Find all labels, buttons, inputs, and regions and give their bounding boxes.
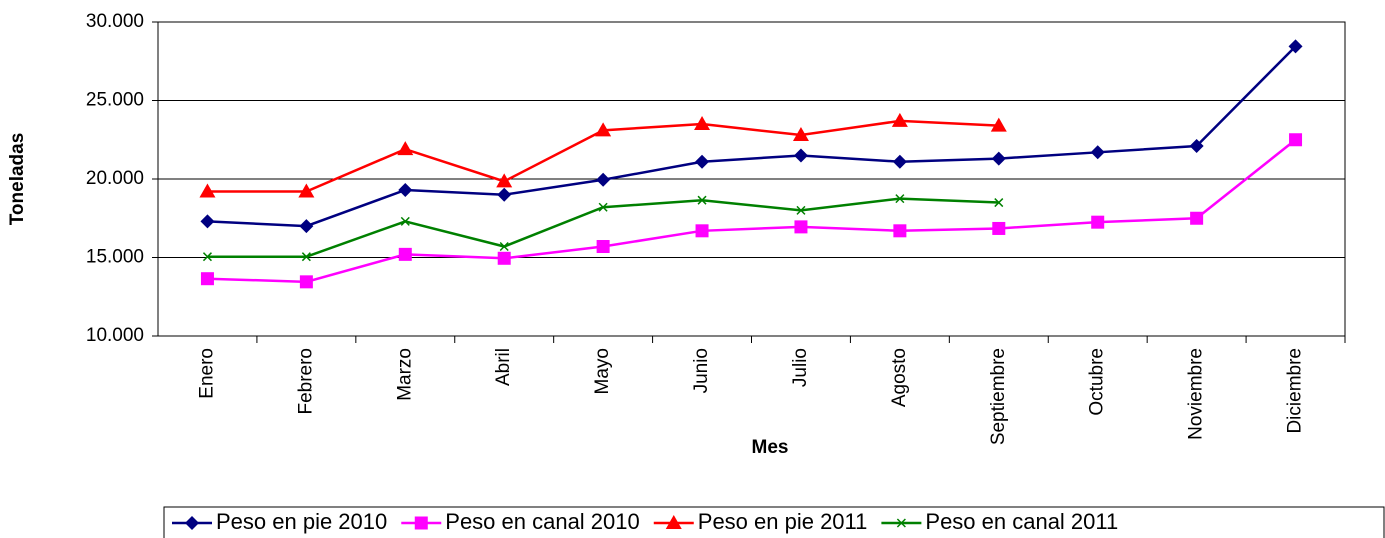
y-tick-label: 20.000	[86, 168, 144, 189]
y-axis-label: Toneladas	[7, 133, 28, 226]
x-tick-label: Septiembre	[988, 348, 1009, 445]
marker	[301, 252, 311, 262]
x-tick-label: Junio	[691, 348, 712, 393]
x-tick-label: Agosto	[889, 348, 910, 407]
marker	[990, 117, 1007, 132]
marker	[697, 195, 707, 205]
marker	[893, 224, 907, 238]
marker	[695, 154, 710, 169]
marker	[991, 151, 1006, 166]
marker	[1190, 211, 1204, 225]
series-line	[207, 138, 1297, 284]
marker	[499, 241, 509, 252]
marker	[200, 272, 214, 286]
x-tick-label: Enero	[196, 348, 217, 399]
y-tick-label: 30.000	[86, 11, 144, 32]
marker	[695, 224, 709, 238]
marker	[792, 127, 809, 142]
series-line	[207, 45, 1297, 228]
legend-label: Peso en pie 2011	[698, 509, 868, 534]
marker	[1189, 139, 1204, 154]
marker	[598, 202, 608, 212]
marker	[400, 216, 410, 226]
marker	[497, 251, 511, 265]
marker	[299, 275, 313, 289]
marker	[298, 183, 315, 198]
marker	[200, 214, 215, 229]
marker	[891, 112, 908, 127]
marker	[1288, 39, 1303, 54]
marker	[694, 116, 711, 131]
legend-label: Peso en pie 2010	[216, 509, 387, 534]
marker	[398, 247, 412, 261]
y-tick-label: 25.000	[86, 90, 144, 111]
marker	[398, 182, 413, 197]
marker	[596, 240, 610, 254]
x-tick-label: Marzo	[394, 348, 415, 401]
x-tick-label: Diciembre	[1285, 348, 1306, 434]
marker	[794, 220, 808, 234]
marker	[796, 205, 806, 215]
marker	[185, 516, 199, 530]
marker	[895, 194, 905, 204]
marker	[665, 515, 682, 529]
x-tick-label: Noviembre	[1186, 348, 1207, 440]
legend-label: Peso en canal 2010	[445, 509, 640, 534]
marker	[414, 516, 428, 530]
marker	[793, 148, 808, 163]
x-tick-label: Julio	[790, 348, 811, 387]
marker	[497, 187, 512, 202]
marker	[595, 122, 612, 137]
marker	[1090, 145, 1105, 160]
marker	[992, 221, 1006, 235]
marker	[202, 252, 212, 262]
legend-label: Peso en canal 2011	[925, 509, 1118, 534]
marker	[994, 198, 1004, 208]
legend-frame	[163, 506, 1385, 538]
marker	[199, 183, 216, 198]
y-tick-label: 10.000	[86, 325, 144, 346]
marker	[397, 141, 414, 156]
legend: Peso en pie 2010 Peso en canal 2010 Peso e…	[163, 506, 1385, 538]
x-axis-label: Mes	[752, 437, 789, 458]
marker	[892, 154, 907, 169]
marker	[1091, 215, 1105, 229]
marker	[896, 518, 906, 528]
y-tick-label: 15.000	[86, 247, 144, 268]
x-tick-label: Abril	[493, 348, 514, 386]
x-tick-label: Octubre	[1087, 348, 1108, 416]
marker	[496, 173, 513, 188]
marker	[596, 172, 611, 187]
marker	[299, 219, 314, 234]
x-tick-label: Mayo	[592, 348, 613, 394]
x-tick-label: Febrero	[295, 348, 316, 415]
marker	[1289, 133, 1303, 147]
